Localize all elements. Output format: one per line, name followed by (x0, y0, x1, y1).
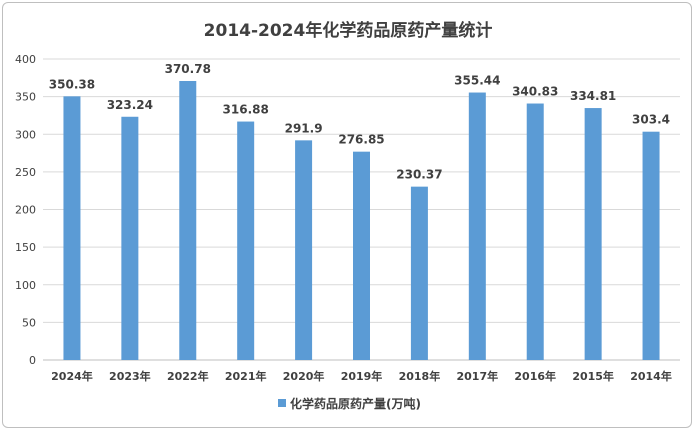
x-tick-label: 2022年 (167, 369, 209, 383)
x-tick-label: 2018年 (399, 369, 441, 383)
x-tick-label: 2017年 (457, 369, 499, 383)
x-tick-label: 2016年 (514, 369, 556, 383)
data-label: 303.4 (632, 113, 670, 127)
chart-title: 2014-2024年化学药品原药产量统计 (204, 20, 493, 41)
bar (121, 116, 139, 360)
bar (63, 96, 81, 360)
bar (642, 131, 660, 360)
data-label: 323.24 (107, 98, 153, 112)
y-tick-label: 250 (15, 166, 36, 179)
legend-label: 化学药品原药产量(万吨) (290, 396, 421, 411)
y-tick-label: 350 (15, 91, 36, 104)
y-tick-label: 100 (15, 279, 36, 292)
y-tick-label: 200 (15, 204, 36, 217)
data-label: 340.83 (512, 85, 558, 99)
x-tick-label: 2020年 (283, 369, 325, 383)
y-tick-label: 50 (22, 316, 36, 329)
x-tick-label: 2021年 (225, 369, 267, 383)
x-tick-label: 2023年 (109, 369, 151, 383)
bar (584, 108, 602, 360)
data-label: 230.37 (396, 168, 442, 182)
x-tick-label: 2019年 (341, 369, 383, 383)
bar (237, 121, 255, 361)
bar (295, 140, 313, 360)
legend: 化学药品原药产量(万吨) (278, 396, 421, 411)
y-tick-label: 400 (15, 53, 36, 66)
data-label: 291.9 (285, 121, 323, 135)
legend-swatch (278, 399, 286, 407)
x-tick-label: 2024年 (51, 369, 93, 383)
y-tick-label: 0 (29, 354, 36, 367)
x-tick-label: 2015年 (572, 369, 614, 383)
data-label: 355.44 (454, 74, 500, 88)
data-label: 334.81 (570, 89, 616, 103)
bar (468, 92, 486, 360)
chart-frame (2, 2, 692, 428)
bar (353, 151, 370, 360)
data-label: 316.88 (223, 103, 269, 117)
bar (526, 103, 544, 361)
data-label: 370.78 (165, 62, 211, 76)
data-label: 350.38 (49, 77, 95, 91)
data-label: 276.85 (338, 133, 384, 147)
x-tick-label: 2014年 (630, 369, 672, 383)
bar (179, 80, 197, 361)
y-tick-label: 150 (15, 241, 36, 254)
bar (410, 186, 428, 360)
y-tick-label: 300 (15, 128, 36, 141)
